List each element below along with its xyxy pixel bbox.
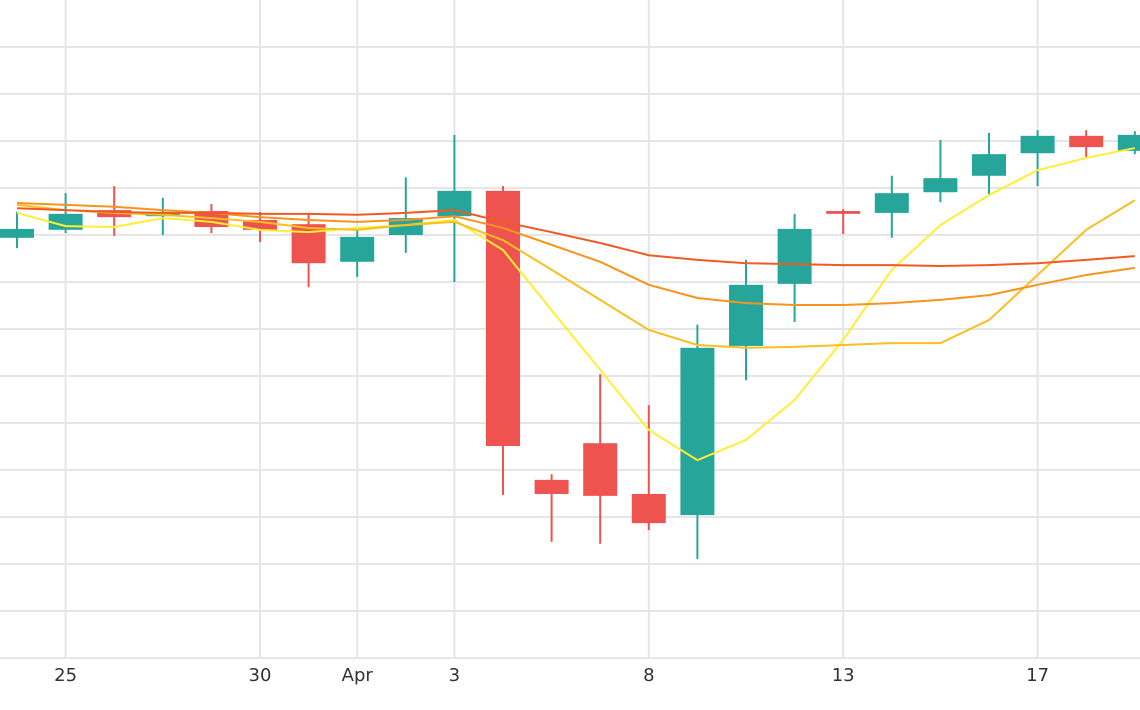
x-tick-label: Apr — [342, 665, 374, 686]
candle-body — [534, 479, 569, 494]
candle-body — [680, 347, 715, 516]
candle-body — [631, 493, 666, 524]
x-tick-label: 8 — [643, 665, 654, 686]
x-tick-label: 25 — [54, 665, 77, 686]
moving-average-line — [16, 147, 1135, 462]
x-tick-label: 17 — [1026, 665, 1049, 686]
candle-body — [729, 284, 763, 346]
candle-body — [388, 218, 423, 235]
moving-average-line — [16, 199, 1136, 349]
candle-body — [923, 178, 958, 193]
candle-body — [826, 211, 861, 214]
candle-body — [972, 154, 1006, 176]
candle-body — [486, 190, 520, 447]
x-tick-label: 3 — [449, 665, 460, 686]
x-tick-label: 30 — [249, 665, 272, 686]
candle-body — [291, 224, 326, 264]
moving-average-line — [16, 207, 1135, 268]
candle-body — [243, 219, 277, 230]
candle-body — [340, 236, 375, 262]
candle-body — [583, 443, 618, 496]
candle-body — [0, 228, 34, 238]
candle-body — [1020, 135, 1055, 154]
candle-body — [1069, 135, 1104, 148]
candle-body — [874, 193, 909, 213]
candle-body — [1117, 134, 1140, 151]
moving-average-line — [16, 202, 1135, 307]
candle-body — [777, 228, 812, 284]
x-tick-label: 13 — [832, 665, 855, 686]
